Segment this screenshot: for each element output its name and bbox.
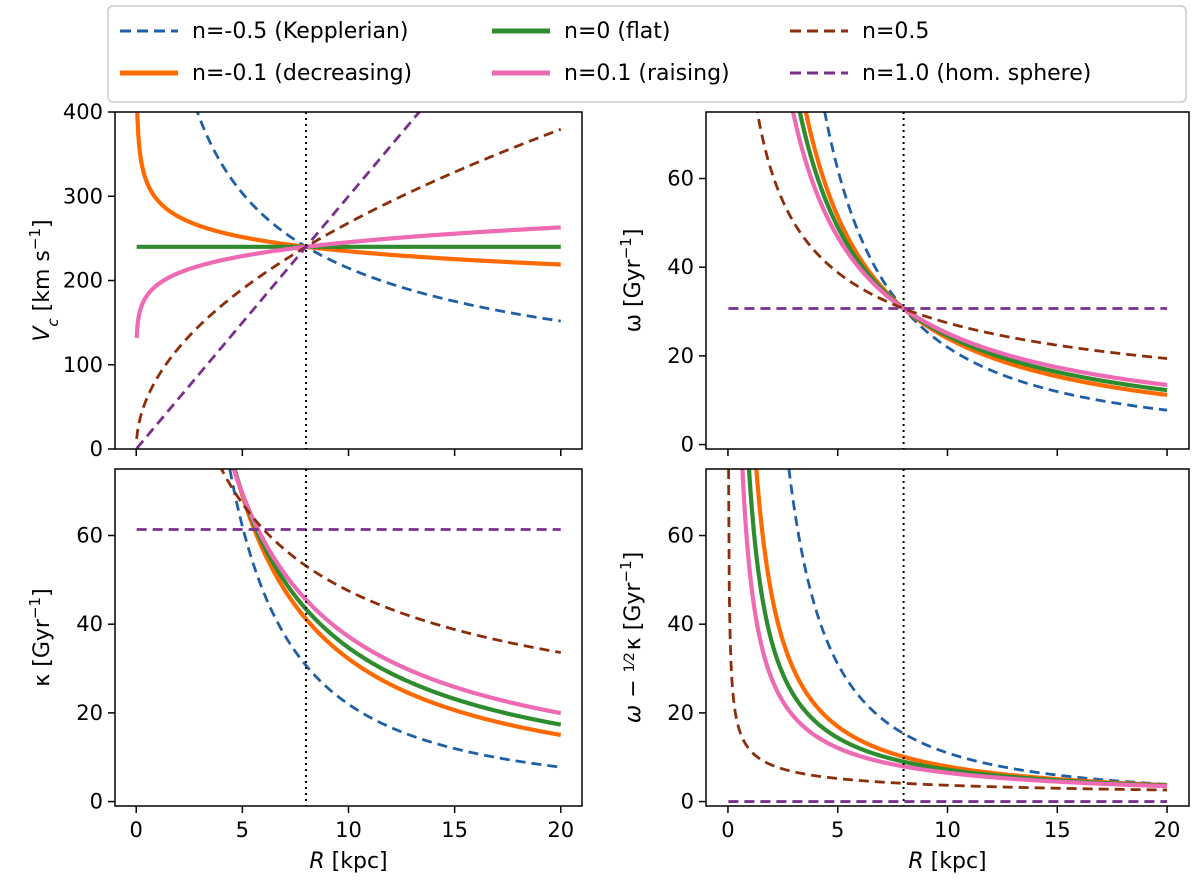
y-tick-label: 40 — [76, 612, 103, 636]
panel-vc: 0 100 200 300 400 Vc [km s−1] — [26, 100, 583, 461]
y-tick-label: 200 — [63, 269, 103, 293]
axes-frame — [114, 111, 583, 450]
legend-entry: n=0.1 (raising) — [492, 61, 730, 86]
y-tick-label: 400 — [63, 100, 103, 124]
plot-area — [134, 112, 563, 449]
legend: n=-0.5 (Kepplerian) n=0 (flat) n=0.5 n=-0.1… — [107, 5, 1187, 103]
y-axis-label: κ [Gyr−1] — [26, 588, 55, 686]
y-tick-label: 60 — [76, 524, 103, 548]
series-line-nm0p1 — [803, 112, 1169, 397]
series-line-n0p1 — [790, 112, 1169, 388]
series-line-nm0p1 — [232, 469, 563, 738]
series-line-n0p5 — [135, 127, 562, 440]
x-tick-label: 5 — [831, 818, 844, 842]
y-axis-label: ω [Gyr−1] — [617, 229, 646, 333]
legend-frame — [107, 5, 1187, 103]
series-line-n0 — [797, 112, 1169, 393]
x-tick-label: 0 — [721, 818, 734, 842]
legend-entry: n=-0.5 (Kepplerian) — [120, 19, 409, 44]
x-tick-label: 15 — [1044, 818, 1071, 842]
legend-label: n=-0.5 (Kepplerian) — [192, 19, 409, 44]
legend-label: n=1.0 (hom. sphere) — [862, 61, 1091, 86]
series-line-nm0p5 — [823, 112, 1168, 412]
y-tick-label: 0 — [681, 790, 694, 814]
legend-entry: n=0 (flat) — [492, 19, 671, 44]
series-line-n0p1 — [134, 225, 563, 339]
x-tick-label: 10 — [934, 818, 961, 842]
plot-area — [727, 469, 1169, 806]
y-tick-label: 20 — [667, 701, 694, 725]
panel-omega-minus-half-kappa: 0 5 10 15 20 0 20 40 60 R [kpc] ω − 1⁄2κ [Gyr−1] — [617, 468, 1190, 874]
legend-entry: n=-0.1 (decreasing) — [120, 61, 412, 86]
x-axis-label: R [kpc] — [908, 849, 986, 874]
axes-frame — [705, 468, 1190, 807]
x-tick-label: 15 — [441, 818, 468, 842]
x-tick-label: 10 — [335, 818, 362, 842]
series-line-n0p5 — [219, 469, 562, 654]
plot-area — [136, 469, 563, 806]
series-line-n0 — [232, 469, 563, 727]
legend-label: n=0.1 (raising) — [564, 61, 730, 86]
series-line-nm0p5 — [195, 112, 562, 323]
x-tick-label: 5 — [236, 818, 249, 842]
y-tick-label: 60 — [667, 524, 694, 548]
y-axis-label: Vc [km s−1] — [26, 219, 62, 341]
series-line-nm0p1 — [135, 112, 563, 267]
y-tick-label: 300 — [63, 184, 103, 208]
series-line-n0p5 — [727, 469, 1168, 792]
x-tick-label: 20 — [1154, 818, 1181, 842]
legend-entry: n=1.0 (hom. sphere) — [790, 61, 1091, 86]
legend-label: n=-0.1 (decreasing) — [192, 61, 412, 86]
y-axis-label: ω − 1⁄2κ [Gyr−1] — [617, 552, 646, 723]
y-tick-label: 0 — [681, 433, 694, 457]
y-tick-label: 40 — [667, 612, 694, 636]
x-tick-label: 20 — [547, 818, 574, 842]
y-tick-label: 0 — [90, 790, 103, 814]
y-tick-label: 20 — [667, 344, 694, 368]
y-tick-label: 40 — [667, 255, 694, 279]
series-line-n1 — [135, 112, 422, 449]
legend-label: n=0.5 — [862, 19, 929, 44]
y-tick-label: 20 — [76, 701, 103, 725]
series-line-nm0p5 — [228, 469, 562, 769]
series-line-n0p1 — [231, 469, 563, 716]
x-tick-label: 0 — [130, 818, 143, 842]
series-line-n0p1 — [740, 469, 1169, 789]
legend-entry: n=0.5 — [790, 19, 929, 44]
series-line-nm0p5 — [787, 469, 1168, 786]
axes-frame — [705, 111, 1190, 450]
y-tick-label: 100 — [63, 353, 103, 377]
panel-omega: 0 20 40 60 ω [Gyr−1] — [617, 111, 1190, 457]
x-axis-label: R [kpc] — [309, 849, 387, 874]
plot-area — [727, 112, 1169, 449]
y-tick-label: 0 — [90, 437, 103, 461]
y-tick-label: 60 — [667, 167, 694, 191]
legend-label: n=0 (flat) — [564, 19, 671, 44]
panel-kappa: 0 5 10 15 20 0 20 40 60 R [kpc] κ [Gyr−1] — [26, 468, 583, 874]
